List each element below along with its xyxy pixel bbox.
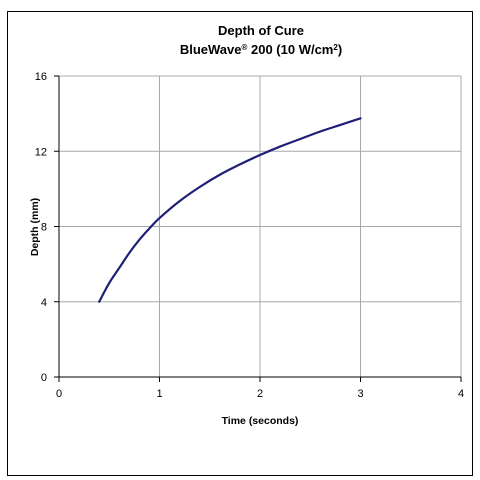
y-tick-label-12: 12 bbox=[35, 146, 47, 158]
y-tick-label-8: 8 bbox=[41, 222, 47, 234]
x-tick-label-2: 2 bbox=[257, 388, 263, 400]
y-tick-label-16: 16 bbox=[35, 71, 47, 83]
x-tick-label-3: 3 bbox=[357, 388, 363, 400]
y-tick-label-0: 0 bbox=[41, 372, 47, 384]
subtitle-superscript: 2 bbox=[333, 43, 338, 52]
x-tick-label-0: 0 bbox=[56, 388, 62, 400]
chart-subtitle: BlueWave® 200 (10 W/cm2) bbox=[180, 42, 342, 57]
subtitle-suffix: ) bbox=[338, 42, 342, 57]
x-axis-label: Time (seconds) bbox=[222, 415, 299, 427]
series-layer bbox=[98, 117, 362, 303]
subtitle-middle: 200 (10 W/cm bbox=[247, 42, 333, 57]
chart-frame bbox=[7, 11, 473, 476]
series-line-0 bbox=[98, 117, 362, 303]
subtitle-prefix: BlueWave bbox=[180, 42, 242, 57]
x-tick-label-4: 4 bbox=[458, 388, 464, 400]
grid-lines bbox=[59, 75, 462, 377]
chart-title: Depth of Cure bbox=[218, 23, 304, 38]
y-tick-label-4: 4 bbox=[41, 297, 47, 309]
axes bbox=[54, 75, 462, 382]
x-tick-label-1: 1 bbox=[156, 388, 162, 400]
y-axis-label: Depth (mm) bbox=[29, 198, 41, 256]
subtitle-registered-mark: ® bbox=[241, 43, 247, 52]
